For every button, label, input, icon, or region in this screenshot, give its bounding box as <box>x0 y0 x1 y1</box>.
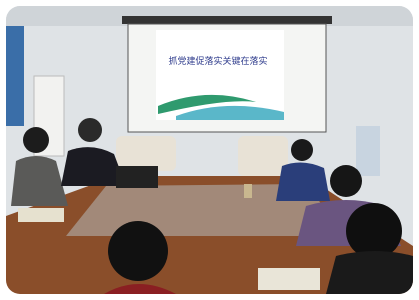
screen-case <box>122 16 332 24</box>
sofa <box>238 136 288 176</box>
person-head <box>108 221 168 281</box>
person-head <box>78 118 102 142</box>
person-head <box>346 203 402 259</box>
person-head <box>330 165 362 197</box>
laptop <box>116 166 158 188</box>
notebook <box>18 208 64 222</box>
slide-title: 抓党建促落实关键在落实 <box>168 55 267 67</box>
meeting-photo: 抓党建促落实关键在落实 <box>6 6 413 294</box>
water-dispenser <box>356 126 380 176</box>
notebook <box>258 268 320 290</box>
page: {"slide": {"title": "抓党建促落实关键在落实"}} 抓党建促… <box>0 0 419 300</box>
person-head <box>23 127 49 153</box>
person-body <box>326 251 413 294</box>
cup <box>244 184 252 198</box>
scene: 抓党建促落实关键在落实 <box>6 6 413 294</box>
person-body <box>276 162 330 201</box>
blue-panel <box>6 26 24 126</box>
sofa <box>116 136 176 171</box>
person-head <box>291 139 313 161</box>
